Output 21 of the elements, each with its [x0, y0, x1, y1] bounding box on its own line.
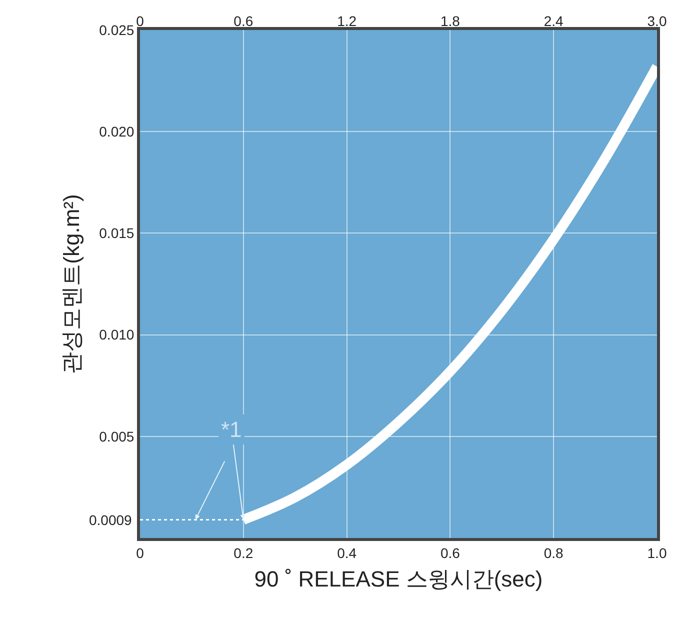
y-tick-label: 0.010	[99, 326, 134, 343]
y-tick-label: 0.005	[99, 428, 134, 444]
x-tick-label: 0.8	[544, 544, 564, 561]
x2-tick-label: 0	[136, 13, 144, 30]
ref-line-label: 0.0009	[89, 512, 132, 528]
x2-tick-label: 3.0	[647, 13, 667, 30]
annotation: *1	[221, 417, 242, 442]
x-tick-label: 0.4	[337, 544, 357, 561]
x2-tick-label: 1.8	[440, 13, 460, 30]
y-tick-label: 0.020	[99, 124, 134, 140]
x-axis-title: 90 ˚ RELEASE 스윙시간(sec)	[254, 566, 543, 592]
x-tick-label: 0.6	[440, 544, 460, 561]
y-tick-label: 0.025	[99, 22, 134, 38]
x-tick-label: 0	[136, 544, 144, 561]
x-tick-label: 0.2	[234, 544, 254, 561]
y-tick-label: 0.015	[99, 225, 134, 242]
x2-tick-label: 1.2	[337, 13, 357, 30]
x2-tick-label: 2.4	[544, 13, 564, 30]
x-tick-label: 1.0	[647, 544, 667, 561]
x2-tick-label: 0.6	[234, 13, 254, 30]
y-axis-title: 관성모멘트(kg.m²)	[58, 194, 84, 374]
